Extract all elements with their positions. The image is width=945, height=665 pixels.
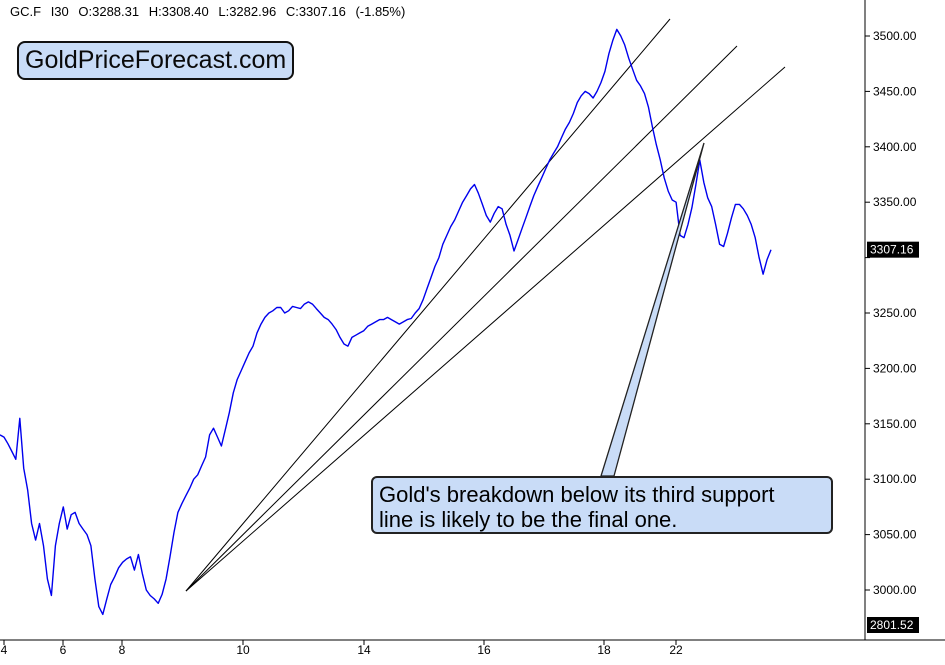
brand-logo: GoldPriceForecast.com bbox=[17, 41, 295, 80]
close-value: C:3307.16 bbox=[285, 4, 346, 19]
last-price-tag bbox=[867, 241, 919, 258]
y-tick-label: 3250.00 bbox=[873, 306, 917, 320]
last-price-label: 3307.16 bbox=[870, 243, 914, 257]
change-value: (-1.85%) bbox=[355, 4, 406, 19]
open-value: O:3288.31 bbox=[78, 4, 140, 19]
x-tick-label: 22 bbox=[669, 643, 683, 657]
x-tick-label: 8 bbox=[119, 643, 126, 657]
low-value: L:3282.96 bbox=[218, 4, 277, 19]
y-tick-label: 3200.00 bbox=[873, 361, 917, 375]
y-tick-label: 3500.00 bbox=[873, 29, 917, 43]
y-tick-label: 3150.00 bbox=[873, 417, 917, 431]
x-tick-label: 4 bbox=[1, 643, 8, 657]
price-series-line bbox=[0, 28, 772, 616]
support-trendline bbox=[185, 18, 671, 592]
y-tick-label: 3100.00 bbox=[873, 472, 917, 486]
annotation-callout: Gold's breakdown below its third support… bbox=[371, 476, 833, 534]
y-tick-label: 3050.00 bbox=[873, 528, 917, 542]
x-tick-label: 6 bbox=[60, 643, 67, 657]
x-tick-label: 18 bbox=[597, 643, 611, 657]
y-tick-label: 3400.00 bbox=[873, 140, 917, 154]
x-tick-label: 10 bbox=[236, 643, 250, 657]
symbol-label: GC.F bbox=[10, 4, 42, 19]
high-value: H:3308.40 bbox=[148, 4, 209, 19]
y-tick-label: 3450.00 bbox=[873, 84, 917, 98]
x-tick-label: 16 bbox=[477, 643, 491, 657]
ohlc-header: GC.F I30 O:3288.31 H:3308.40 L:3282.96 C… bbox=[10, 4, 411, 19]
y-tick-label: 3000.00 bbox=[873, 583, 917, 597]
callout-pointer bbox=[600, 142, 705, 477]
support-trendline bbox=[185, 66, 786, 592]
callout-line-1: Gold's breakdown below its third support bbox=[379, 482, 775, 507]
min-price-label: 2801.52 bbox=[870, 618, 914, 632]
x-tick-label: 14 bbox=[357, 643, 371, 657]
interval-label: I30 bbox=[50, 4, 69, 19]
support-trendline bbox=[185, 45, 738, 592]
min-price-tag bbox=[867, 617, 919, 633]
y-tick-label: 3350.00 bbox=[873, 195, 917, 209]
callout-line-2: line is likely to be the final one. bbox=[379, 507, 678, 532]
